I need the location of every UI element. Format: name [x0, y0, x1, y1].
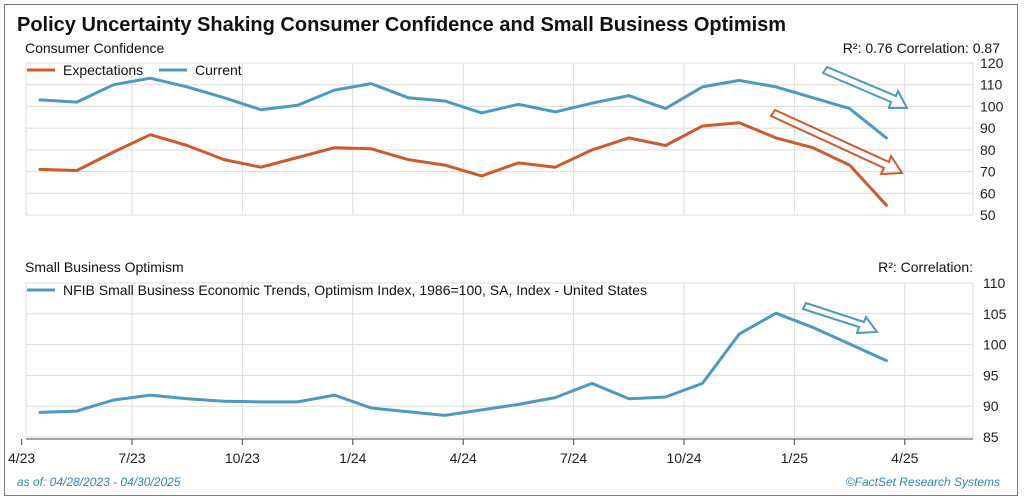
- x-axis-tick-label: 7/23: [118, 450, 145, 466]
- panel2-ytick-label: 110: [983, 275, 1006, 291]
- x-axis-tick-label: 1/25: [781, 450, 808, 466]
- x-axis-tick-label: 4/23: [8, 450, 35, 466]
- footer-source: ©FactSet Research Systems: [846, 475, 1000, 489]
- panel1-series-0-line: [38, 121, 888, 207]
- x-axis-tick-label: 4/25: [891, 450, 918, 466]
- panel2-ytick-label: 95: [983, 367, 999, 383]
- panel1-ytick-label: 120: [980, 55, 1004, 71]
- legend-label-expectations: Expectations: [63, 62, 143, 78]
- panel1-stats: R²: 0.76 Correlation: 0.87: [843, 40, 1000, 56]
- legend-label-nfib: NFIB Small Business Economic Trends, Opt…: [63, 282, 647, 298]
- panel1-series-1-line: [38, 76, 888, 140]
- x-axis-tick-label: 10/23: [225, 450, 260, 466]
- panel1-ytick-label: 70: [980, 164, 996, 180]
- panel1-ytick-label: 100: [980, 98, 1004, 114]
- chart-canvas: 50 60 70 80 90 100 110 120 85 90 95 100 105 110 4/23 7/…: [8, 14, 1007, 489]
- panel1-ytick-label: 50: [980, 207, 996, 223]
- panel1-legend: Expectations Current: [27, 62, 242, 78]
- panel2-title: Small Business Optimism: [25, 259, 184, 275]
- arrow-current-shape: [821, 65, 909, 109]
- footer-as-of: as of: 04/28/2023 - 04/30/2025: [17, 475, 181, 489]
- x-axis: 4/23 7/23 10/23 1/24 4/24 7/24 10/24 1/25 4/25: [8, 438, 973, 466]
- arrow-nfib-shape: [801, 301, 879, 335]
- panel2-ytick-label: 90: [983, 398, 999, 414]
- x-axis-tick-label: 4/24: [450, 450, 477, 466]
- panel1-title: Consumer Confidence: [25, 40, 165, 56]
- x-axis-tick-label: 7/24: [560, 450, 587, 466]
- annotation-arrow-current: [821, 65, 909, 109]
- x-axis-tick-label: 10/24: [666, 450, 701, 466]
- x-axis-tick-label: 1/24: [339, 450, 366, 466]
- chart-frame: 50 60 70 80 90 100 110 120 85 90 95 100 105 110 4/23 7/…: [4, 4, 1018, 496]
- panel1-ytick-label: 80: [980, 142, 996, 158]
- legend-label-current: Current: [195, 62, 242, 78]
- annotation-arrow-nfib: [801, 301, 879, 335]
- chart-title: Policy Uncertainty Shaking Consumer Conf…: [17, 14, 786, 36]
- panel2-ytick-label: 105: [983, 306, 1007, 322]
- panel2-plot: 85 90 95 100 105 110: [25, 275, 1007, 445]
- panel2-series-0-line: [38, 311, 888, 417]
- panel2-legend: NFIB Small Business Economic Trends, Opt…: [27, 282, 647, 298]
- panel2-ytick-label: 85: [983, 429, 999, 445]
- panel2-stats: R²: Correlation:: [878, 259, 973, 275]
- panel1-ytick-label: 60: [980, 185, 996, 201]
- panel1-ytick-label: 90: [980, 120, 996, 136]
- arrow-expectations-shape: [769, 108, 904, 176]
- panel2-ytick-label: 100: [983, 337, 1007, 353]
- panel1-ytick-label: 110: [980, 77, 1003, 93]
- annotation-arrow-expectations: [769, 108, 904, 176]
- panel1-plot: 50 60 70 80 90 100 110 120: [25, 55, 1004, 223]
